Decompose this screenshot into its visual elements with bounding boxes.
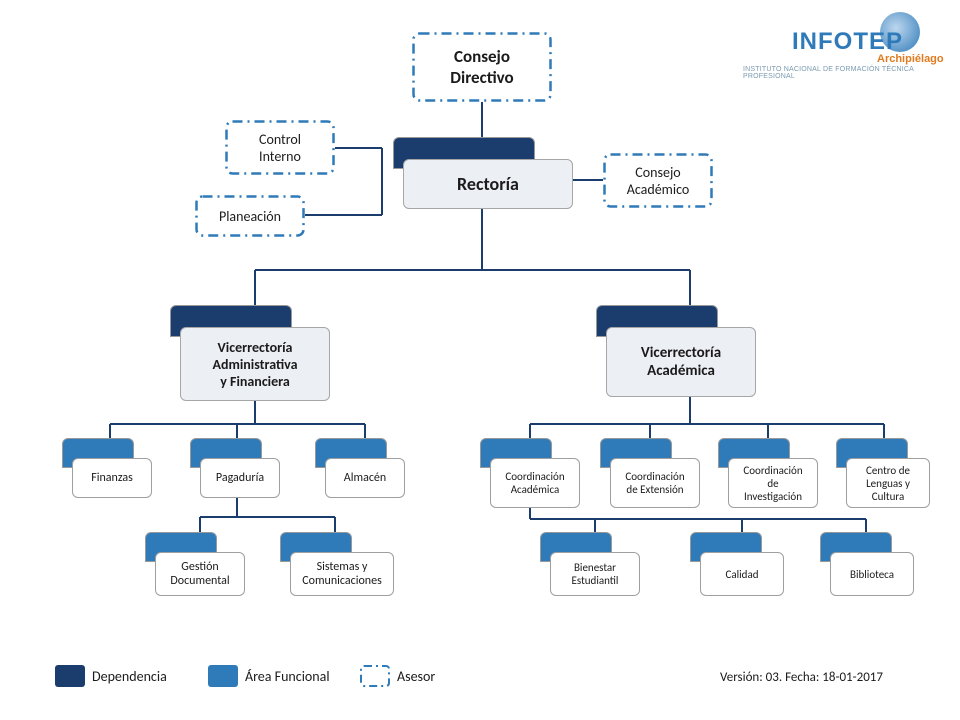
footer-version: Versión: 03. Fecha: 18-01-2017 [720, 670, 883, 685]
node-control_interno: Control Interno [225, 120, 335, 175]
node-vr_acad: Vicerrectoría Académica [596, 305, 756, 397]
node-label: Almacén [344, 471, 386, 485]
connector-segment [767, 424, 769, 438]
node-label: Pagaduría [216, 471, 264, 485]
node-vr_admin: Vicerrectoría Administrativa y Financier… [170, 305, 330, 401]
node-coord_ext: Coordinación de Extensión [600, 438, 700, 508]
org-chart-canvas: INFOTEP Archipiélago INSTITUTO NACIONAL … [0, 0, 960, 720]
node-label: Control Interno [259, 131, 301, 165]
node-label: Coordinación de Extensión [625, 470, 684, 496]
legend-dependencia: Dependencia [92, 668, 167, 685]
node-bienestar: Bienestar Estudiantil [540, 532, 640, 596]
connector-segment [236, 424, 238, 438]
node-body: Coordinación de Extensión [610, 458, 700, 508]
node-body: Bienestar Estudiantil [550, 552, 640, 596]
connector-segment [109, 424, 111, 438]
node-label: Vicerrectoría Administrativa y Financier… [212, 339, 297, 390]
connector-segment [529, 424, 531, 438]
node-label: Calidad [725, 568, 758, 581]
connector-segment [594, 519, 596, 532]
node-label: Planeación [219, 208, 281, 225]
connector-segment [254, 270, 256, 305]
node-label: Vicerrectoría Académica [641, 344, 721, 380]
node-centro_leng: Centro de Lenguas y Cultura [836, 438, 930, 508]
node-planeacion: Planeación [195, 195, 305, 237]
connector-segment [530, 518, 866, 520]
connector-segment [335, 147, 382, 149]
connector-segment [865, 519, 867, 532]
connector-segment [883, 424, 885, 438]
logo-name: INFOTEP [792, 28, 903, 56]
legend-dependencia-sq [55, 665, 85, 687]
connector-segment [334, 517, 336, 532]
connector-segment [255, 269, 690, 271]
node-body: Coordinación Académica [490, 458, 580, 508]
node-biblioteca: Biblioteca [820, 532, 914, 596]
node-label: Coordinación de Investigación [743, 464, 802, 503]
node-body: Sistemas y Comunicaciones [290, 552, 394, 596]
node-coord_acad: Coordinación Académica [480, 438, 580, 508]
connector-segment [381, 165, 383, 215]
node-label: Consejo Directivo [450, 46, 513, 88]
node-body: Calidad [700, 552, 784, 596]
logo-tagline: INSTITUTO NACIONAL DE FORMACIÓN TÉCNICA … [743, 66, 960, 80]
connector-segment [689, 270, 691, 305]
node-body: Vicerrectoría Administrativa y Financier… [180, 327, 330, 401]
node-almacen: Almacén [315, 438, 405, 498]
legend-asesor: Asesor [397, 668, 435, 685]
node-gestion: Gestión Documental [145, 532, 245, 596]
connector-segment [381, 148, 383, 165]
node-consejo_directivo: Consejo Directivo [412, 32, 552, 102]
node-label: Rectoría [457, 173, 519, 195]
connector-segment [254, 401, 256, 424]
node-consejo_academico: Consejo Académico [603, 153, 713, 208]
node-body: Vicerrectoría Académica [606, 327, 756, 397]
node-body: Pagaduría [200, 458, 280, 498]
connector-segment [305, 214, 382, 216]
connector-segment [573, 179, 603, 181]
node-finanzas: Finanzas [62, 438, 152, 498]
legend-area: Área Funcional [245, 668, 330, 685]
node-label: Sistemas y Comunicaciones [302, 560, 382, 588]
node-body: Gestión Documental [155, 552, 245, 596]
node-body: Rectoría [403, 159, 573, 209]
legend-area-sq [208, 665, 238, 687]
node-label: Consejo Académico [627, 164, 690, 198]
connector-segment [199, 517, 201, 532]
connector-segment [236, 498, 238, 517]
node-body: Almacén [325, 458, 405, 498]
node-body: Biblioteca [830, 552, 914, 596]
node-label: Biblioteca [850, 568, 894, 581]
node-label: Coordinación Académica [505, 470, 564, 496]
node-label: Bienestar Estudiantil [572, 561, 619, 587]
node-pagaduria: Pagaduría [190, 438, 280, 498]
node-label: Finanzas [91, 471, 133, 485]
connector-segment [481, 209, 483, 270]
connector-segment [649, 424, 651, 438]
node-sistemas: Sistemas y Comunicaciones [280, 532, 394, 596]
connector-segment [530, 423, 884, 425]
logo-subtitle: Archipiélago [877, 53, 944, 65]
legend-asesor-sq [360, 665, 390, 687]
node-body: Centro de Lenguas y Cultura [846, 458, 930, 508]
node-label: Gestión Documental [170, 560, 229, 588]
node-calidad: Calidad [690, 532, 784, 596]
node-label: Centro de Lenguas y Cultura [866, 464, 910, 503]
node-coord_inv: Coordinación de Investigación [718, 438, 818, 508]
connector-segment [689, 397, 691, 424]
node-rectoria: Rectoría [393, 137, 573, 209]
connector-segment [481, 102, 483, 137]
node-body: Finanzas [72, 458, 152, 498]
connector-segment [741, 519, 743, 532]
connector-segment [364, 424, 366, 438]
node-body: Coordinación de Investigación [728, 458, 818, 508]
connector-segment [200, 516, 335, 518]
